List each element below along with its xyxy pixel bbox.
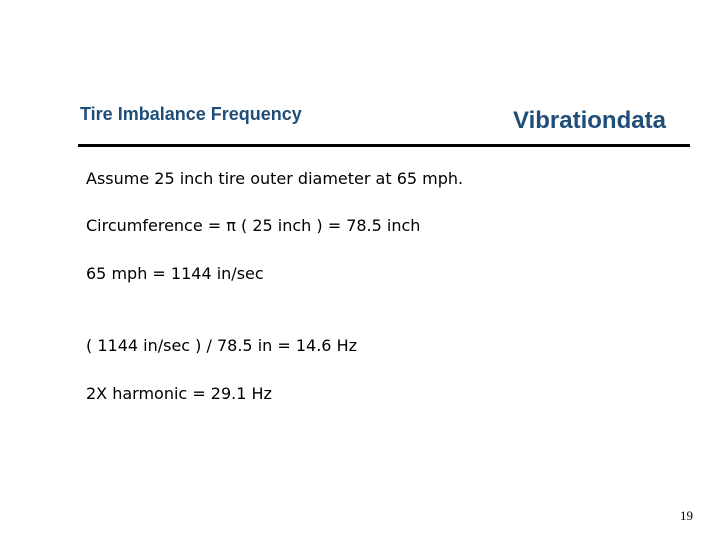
- brand: Vibrationdata: [513, 107, 666, 134]
- page-number: 19: [680, 508, 693, 523]
- text-line: 2X harmonic = 29.1 Hz: [86, 384, 272, 403]
- text-line: 65 mph = 1144 in/sec: [86, 264, 264, 283]
- divider: [78, 144, 690, 147]
- slide-title: Tire Imbalance Frequency: [80, 104, 302, 124]
- text-line: Circumference = π ( 25 inch ) = 78.5 inc…: [86, 216, 421, 235]
- text-line: Assume 25 inch tire outer diameter at 65…: [86, 169, 464, 188]
- text-line: ( 1144 in/sec ) / 78.5 in = 14.6 Hz: [86, 336, 357, 355]
